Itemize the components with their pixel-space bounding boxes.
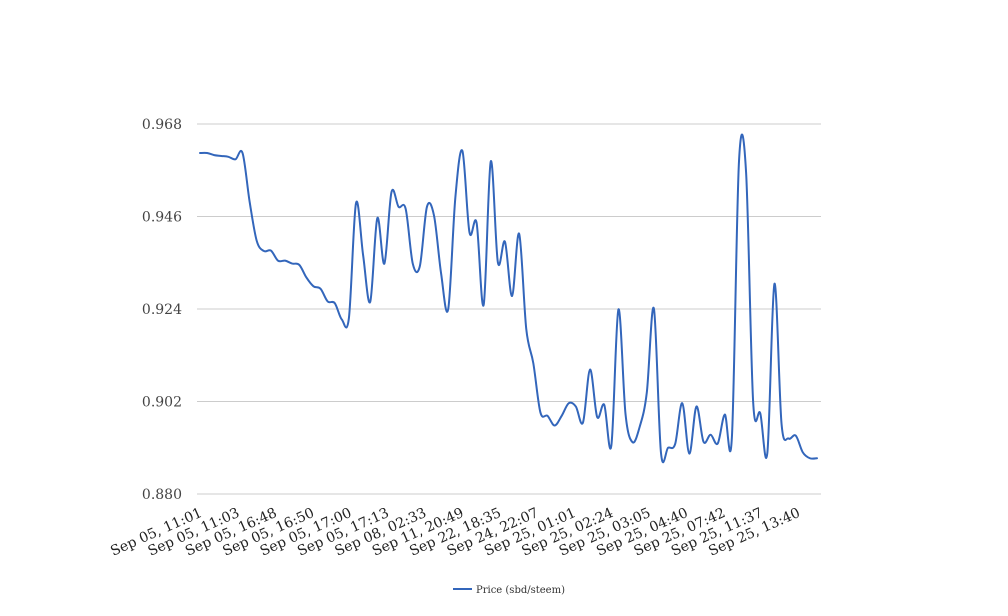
series-line	[199, 133, 818, 464]
gridlines	[197, 123, 821, 495]
legend: Price (sbd/steem)	[453, 585, 565, 596]
y-tick-label: 0.880	[142, 487, 182, 503]
y-tick-label: 0.924	[142, 302, 182, 318]
y-tick-label: 0.946	[142, 210, 182, 226]
y-axis-ticks: 0.968 0.946 0.924 0.902 0.880	[142, 117, 182, 503]
y-tick-label: 0.902	[142, 395, 182, 411]
legend-label: Price (sbd/steem)	[476, 585, 565, 596]
series-lines	[199, 133, 818, 464]
y-tick-label: 0.968	[142, 117, 182, 133]
